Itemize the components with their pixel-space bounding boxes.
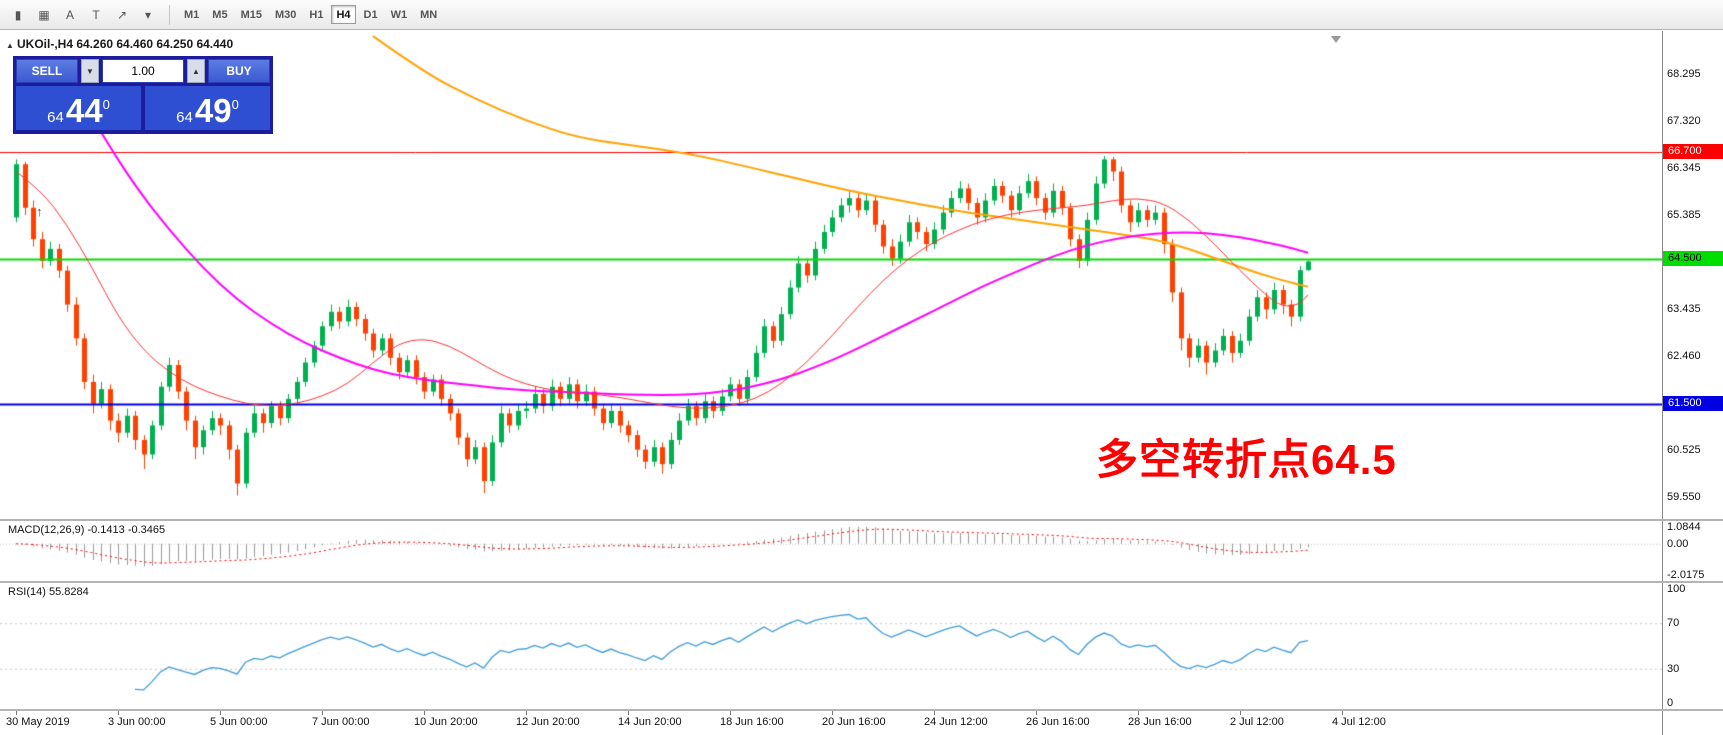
buy-price-display[interactable]: 64 49 0 [145,86,270,130]
volume-input[interactable] [102,59,184,83]
time-axis-tick [730,711,731,715]
price-level-badge[interactable]: 64.500 [1663,251,1723,266]
tf-button-mn[interactable]: MN [420,8,438,21]
sell-price-pip: 0 [102,97,110,112]
price-axis-label: 59.550 [1667,491,1701,503]
time-axis-label: 12 Jun 20:00 [516,716,580,728]
macd-axis-label: -2.0175 [1667,569,1705,581]
price-axis-label: 65.385 [1667,209,1701,221]
time-axis-label: 20 Jun 16:00 [822,716,886,728]
time-axis-splitter[interactable] [0,709,1723,711]
trade-panel-controls: SELL ▼ ▲ BUY [16,59,270,83]
price-axis[interactable] [1662,31,1723,735]
macd-pane-splitter[interactable] [0,519,1723,521]
price-level-badge[interactable]: 61.500 [1663,396,1723,411]
volume-decrease-button[interactable]: ▼ [81,59,99,83]
rsi-axis-label: 30 [1667,663,1680,675]
tf-button-h4[interactable]: H4 [331,5,356,24]
time-axis-tick [424,711,425,715]
time-axis-label: 28 Jun 16:00 [1128,716,1192,728]
time-axis-label: 7 Jun 00:00 [312,716,370,728]
auto-trading-icon[interactable]: A [65,7,74,22]
draw-arrow-icon[interactable]: ↗ [116,7,128,22]
time-axis-tick [1342,711,1343,715]
time-axis-tick [1240,711,1241,715]
buy-price-prefix: 64 [176,109,193,126]
time-axis-label: 3 Jun 00:00 [108,716,166,728]
chart-grid-icon[interactable]: ▦ [38,7,50,22]
price-axis-label: 67.320 [1667,115,1701,127]
price-axis-label: 60.525 [1667,444,1701,456]
macd-indicator-canvas[interactable] [0,521,1662,581]
toolbar-separator [169,4,170,25]
price-axis-label: 63.435 [1667,303,1701,315]
time-axis-label: 2 Jul 12:00 [1230,716,1284,728]
text-label-icon[interactable]: T [92,7,100,22]
up-arrow-icon: ▲ [192,66,200,76]
time-axis-label: 18 Jun 16:00 [720,716,784,728]
tf-button-m30[interactable]: M30 [274,8,297,21]
time-axis-label: 5 Jun 00:00 [210,716,268,728]
time-axis-tick [220,711,221,715]
buy-price-pip: 0 [231,97,239,112]
trade-panel-prices: 64 44 0 64 49 0 [16,86,270,130]
one-click-toggle[interactable]: ▲ [6,41,14,50]
buy-price-main: 49 [194,91,232,129]
trade-arrow-icon: ↑ [36,204,43,219]
chart-title: UKOil-,H4 64.260 64.460 64.250 64.440 [17,37,234,51]
rsi-pane-splitter[interactable] [0,581,1723,583]
time-axis-label: 24 Jun 12:00 [924,716,988,728]
price-axis-label: 62.460 [1667,350,1701,362]
rsi-axis-label: 0 [1667,697,1674,709]
time-axis-tick [118,711,119,715]
tf-button-w1[interactable]: W1 [390,8,408,21]
dropdown-arrow-icon[interactable]: ▾ [144,7,152,22]
time-axis-tick [628,711,629,715]
sell-price-main: 44 [65,91,103,129]
down-arrow-icon: ▼ [86,66,94,76]
time-axis-tick [1036,711,1037,715]
toolbar-icons: ▮ ▦ A T ↗ ▾ [6,5,160,25]
buy-button[interactable]: BUY [208,59,270,83]
tf-button-d1[interactable]: D1 [363,8,378,21]
sell-price-prefix: 64 [47,109,64,126]
tf-button-h1[interactable]: H1 [309,8,324,21]
timeframe-buttons: M1 M5 M15 M30 H1 H4 D1 W1 MN [179,5,442,24]
time-axis-label: 14 Jun 20:00 [618,716,682,728]
time-axis-label: 26 Jun 16:00 [1026,716,1090,728]
time-axis-tick [934,711,935,715]
time-axis[interactable] [0,711,1662,735]
rsi-indicator-canvas[interactable] [0,583,1662,709]
time-axis-tick [526,711,527,715]
macd-axis-label: 1.0844 [1667,521,1701,533]
price-axis-label: 66.345 [1667,162,1701,174]
sell-price-display[interactable]: 64 44 0 [16,86,141,130]
tf-button-m1[interactable]: M1 [184,8,200,21]
time-axis-tick [322,711,323,715]
chart-bars-icon[interactable]: ▮ [14,7,22,22]
time-axis-label: 30 May 2019 [6,716,70,728]
rsi-axis-label: 100 [1667,583,1686,595]
volume-increase-button[interactable]: ▲ [187,59,205,83]
chart-annotation-text: 多空转折点64.5 [1096,436,1397,483]
main-chart-canvas[interactable] [0,31,1662,519]
price-level-badge[interactable]: 66.700 [1663,144,1723,159]
sell-button[interactable]: SELL [16,59,78,83]
time-axis-label: 10 Jun 20:00 [414,716,478,728]
macd-axis-label: 0.00 [1667,538,1689,550]
tf-button-m15[interactable]: M15 [240,8,262,21]
time-axis-tick [832,711,833,715]
tf-button-m5[interactable]: M5 [212,8,228,21]
macd-label: MACD(12,26,9) -0.1413 -0.3465 [8,524,166,536]
price-axis-label: 68.295 [1667,68,1701,80]
time-axis-tick [16,711,17,715]
rsi-label: RSI(14) 55.8284 [8,586,89,598]
time-axis-label: 4 Jul 12:00 [1332,716,1386,728]
toolbar: ▮ ▦ A T ↗ ▾ M1 M5 M15 M30 H1 H4 D1 W1 MN [0,0,1723,30]
time-axis-tick [1138,711,1139,715]
chart-shift-marker-icon[interactable] [1331,36,1341,43]
rsi-axis-label: 70 [1667,617,1680,629]
